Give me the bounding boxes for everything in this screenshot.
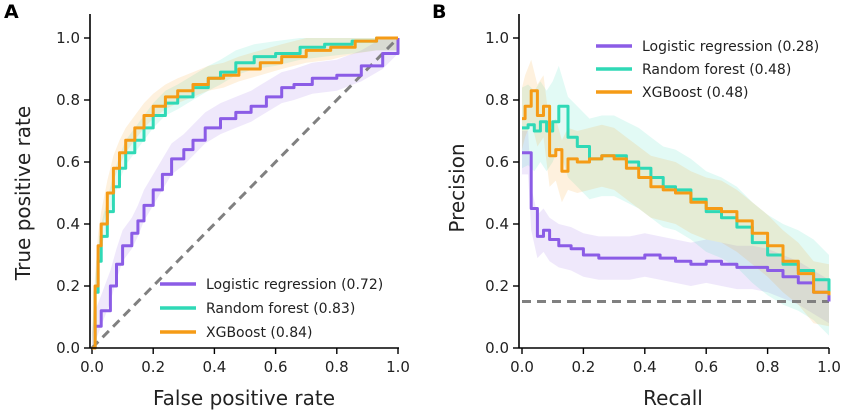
x-tick-label-b: 0.0 xyxy=(510,358,534,376)
confidence-band-logistic xyxy=(522,131,829,324)
x-tick-label-b: 0.6 xyxy=(694,358,718,376)
roc-panel: A True positive rate False positive rate… xyxy=(4,1,410,410)
legend-a: Logistic regression (0.72) Random forest … xyxy=(160,277,383,341)
y-tick-label-a: 0.8 xyxy=(56,91,80,109)
series-lines-b xyxy=(522,89,831,302)
y-tick-label-a: 0.4 xyxy=(56,215,80,233)
y-tick-label-a: 1.0 xyxy=(56,29,80,47)
x-tick-label-a: 0.4 xyxy=(202,358,226,376)
x-tick-label-a: 0.8 xyxy=(325,358,349,376)
ticks-b: 0.0 0.2 0.4 0.6 0.8 1.0 0.0 0.2 0.4 0.6 0.8 1.0 xyxy=(485,29,841,376)
x-tick-label-b: 1.0 xyxy=(817,358,841,376)
ticks-a: 0.0 0.2 0.4 0.6 0.8 1.0 0.0 0.2 0.4 0.6 0.8 1.0 xyxy=(56,29,410,376)
x-tick-label-b: 0.2 xyxy=(571,358,595,376)
precision-recall-panel: B Precision Recall 0.0 0.2 0.4 0.6 0.8 1.00.0… xyxy=(432,1,841,410)
y-tick-label-b: 0.2 xyxy=(485,277,509,295)
x-tick-label-b: 0.8 xyxy=(756,358,780,376)
y-tick-label-b: 0.0 xyxy=(485,339,509,357)
y-tick-label-b: 1.0 xyxy=(485,29,509,47)
y-axis-title-a: True positive rate xyxy=(11,106,35,281)
x-tick-label-a: 0.2 xyxy=(141,358,165,376)
legend-label-xgboost: XGBoost (0.84) xyxy=(206,325,313,341)
x-tick-label-a: 0.6 xyxy=(264,358,288,376)
legend-label-xgboost: XGBoost (0.48) xyxy=(642,85,749,101)
x-axis-title-a: False positive rate xyxy=(153,386,335,410)
panel-label-a: A xyxy=(4,1,19,23)
legend-b: Logistic regression (0.28) Random forest … xyxy=(596,39,819,101)
x-tick-label-a: 1.0 xyxy=(386,358,410,376)
y-tick-label-b: 0.4 xyxy=(485,215,509,233)
baseline-dashed-line xyxy=(90,36,400,350)
x-axis-title-b: Recall xyxy=(643,386,703,410)
legend-label-logistic: Logistic regression (0.72) xyxy=(206,277,383,293)
series-line-logistic xyxy=(522,151,831,302)
series-lines-a xyxy=(92,36,400,350)
y-axis-title-b: Precision xyxy=(445,143,469,232)
series-line-logistic xyxy=(92,38,400,350)
legend-label-logistic: Logistic regression (0.28) xyxy=(642,39,819,55)
chance-line-a xyxy=(90,36,400,350)
legend-label-random-forest: Random forest (0.48) xyxy=(642,62,791,78)
y-tick-label-a: 0.6 xyxy=(56,153,80,171)
confidence-bands-b xyxy=(522,59,829,336)
y-tick-label-a: 0.0 xyxy=(56,339,80,357)
y-tick-label-b: 0.6 xyxy=(485,153,509,171)
x-tick-label-a: 0.0 xyxy=(80,358,104,376)
y-tick-label-a: 0.2 xyxy=(56,277,80,295)
y-tick-label-b: 0.8 xyxy=(485,91,509,109)
series-line-xgboost xyxy=(92,36,398,350)
legend-label-random-forest: Random forest (0.83) xyxy=(206,301,355,317)
x-tick-label-b: 0.4 xyxy=(633,358,657,376)
panel-label-b: B xyxy=(432,1,446,23)
series-line-xgboost xyxy=(522,89,831,296)
